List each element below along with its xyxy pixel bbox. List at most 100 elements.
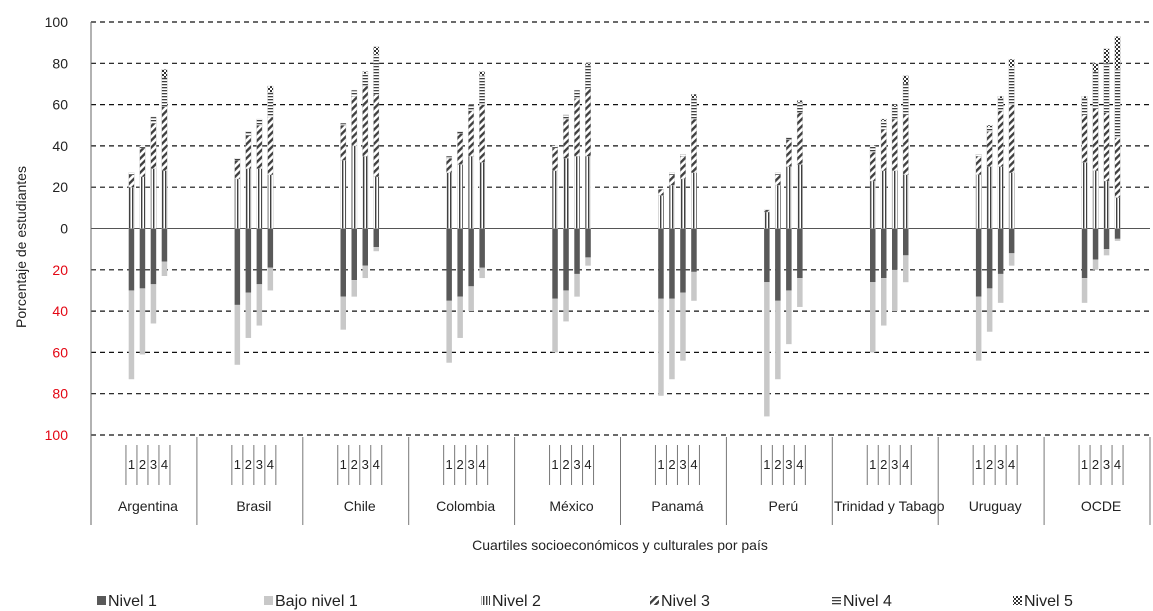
bar-nivel3	[986, 131, 993, 167]
bar-bajo-nivel1	[786, 290, 792, 345]
bar-nivel4	[563, 114, 569, 120]
legend-swatch-nivel1	[97, 596, 106, 605]
legend-swatch-nivel5	[1013, 596, 1022, 605]
bar-nivel3	[457, 133, 464, 165]
bar-nivel5	[796, 100, 803, 103]
bar-nivel1	[574, 228, 580, 274]
bar-nivel2	[340, 160, 347, 229]
bar-nivel3	[1008, 104, 1015, 173]
bar-bajo-nivel1	[892, 269, 898, 312]
bar-nivel3	[1114, 137, 1121, 198]
bar-nivel4	[457, 131, 464, 134]
bars	[128, 36, 1121, 417]
bar-nivel1	[997, 228, 1004, 274]
bar-nivel2	[1103, 180, 1110, 229]
bar-nivel4	[1114, 69, 1121, 138]
bar-nivel2	[796, 164, 803, 229]
quartile-label: 4	[267, 457, 274, 472]
bar-nivel1	[552, 228, 558, 299]
bar-nivel3	[373, 94, 380, 178]
bar-nivel5	[691, 94, 697, 99]
bar-bajo-nivel1	[1008, 253, 1015, 266]
legend-swatch-nivel2	[481, 596, 490, 605]
quartile-label: 4	[584, 457, 591, 472]
bar-bajo-nivel1	[986, 288, 993, 332]
quartile-label: 1	[340, 457, 347, 472]
bar-nivel3	[680, 156, 686, 180]
bar-nivel2	[468, 156, 475, 229]
bar-nivel2	[563, 158, 569, 229]
bar-bajo-nivel1	[669, 298, 675, 380]
bar-bajo-nivel1	[457, 296, 463, 338]
bar-nivel5	[479, 71, 486, 76]
bar-nivel2	[669, 184, 675, 229]
bar-nivel1	[986, 228, 993, 289]
bar-nivel2	[351, 145, 358, 229]
bar-nivel4	[880, 120, 887, 130]
bar-nivel3	[880, 129, 887, 171]
bar-bajo-nivel1	[446, 300, 452, 363]
bar-nivel1	[775, 228, 781, 301]
bar-nivel4	[785, 137, 792, 140]
legend-label: Bajo nivel 1	[275, 593, 358, 610]
legend-label: Nivel 1	[108, 593, 157, 610]
bar-nivel5	[1092, 63, 1099, 72]
quartile-label: 4	[373, 457, 380, 472]
bar-nivel3	[796, 112, 803, 165]
bar-nivel4	[774, 172, 781, 175]
bar-nivel3	[340, 125, 347, 161]
country-label: Chile	[344, 498, 376, 514]
bar-nivel4	[1092, 71, 1099, 109]
bar-nivel2	[256, 168, 263, 229]
bar-bajo-nivel1	[975, 296, 982, 361]
quartile-label: 4	[1008, 457, 1015, 472]
bar-bajo-nivel1	[585, 257, 591, 266]
bar-nivel2	[373, 176, 380, 229]
bar-nivel1	[764, 228, 770, 283]
legend-label: Nivel 4	[843, 593, 892, 610]
quartile-label: 3	[1103, 457, 1110, 472]
quartile-label: 4	[902, 457, 909, 472]
quartile-label: 3	[468, 457, 475, 472]
y-tick-label: 100	[45, 14, 69, 30]
quartile-label: 3	[573, 457, 580, 472]
bar-bajo-nivel1	[870, 282, 876, 353]
bar-nivel4	[128, 172, 135, 175]
quartile-label: 3	[150, 457, 157, 472]
bar-nivel4	[975, 154, 982, 157]
bar-nivel3	[574, 98, 580, 157]
bar-nivel1	[669, 228, 675, 299]
bar-nivel2	[763, 211, 770, 229]
bar-nivel5	[362, 71, 369, 74]
quartile-label: 1	[446, 457, 453, 472]
bar-nivel3	[351, 96, 358, 147]
bar-nivel2	[128, 187, 135, 229]
bar-nivel4	[150, 116, 157, 124]
bar-nivel1	[128, 228, 135, 291]
bar-nivel4	[997, 98, 1004, 111]
bar-nivel2	[245, 168, 252, 229]
bar-nivel5	[891, 104, 898, 107]
bar-bajo-nivel1	[574, 273, 580, 297]
quartile-label: 3	[891, 457, 898, 472]
bar-bajo-nivel1	[775, 300, 781, 380]
bar-nivel4	[585, 65, 591, 89]
legend-swatch-bajo-nivel1	[264, 596, 273, 605]
bar-nivel1	[892, 228, 898, 270]
quartile-label: 1	[763, 457, 770, 472]
bar-nivel2	[880, 170, 887, 229]
bar-nivel2	[902, 174, 909, 229]
bar-bajo-nivel1	[362, 265, 368, 279]
bar-nivel2	[267, 174, 274, 229]
bar-bajo-nivel1	[373, 247, 379, 252]
bar-nivel4	[351, 89, 358, 97]
bar-nivel2	[869, 180, 876, 229]
country-label: Trinidad y Tabago	[834, 498, 945, 514]
country-label: OCDE	[1081, 498, 1121, 514]
bar-nivel1	[1103, 228, 1110, 250]
bar-nivel1	[786, 228, 792, 291]
bar-nivel5	[902, 75, 909, 85]
quartile-label: 1	[234, 457, 241, 472]
y-tick-label: 40	[52, 303, 68, 319]
